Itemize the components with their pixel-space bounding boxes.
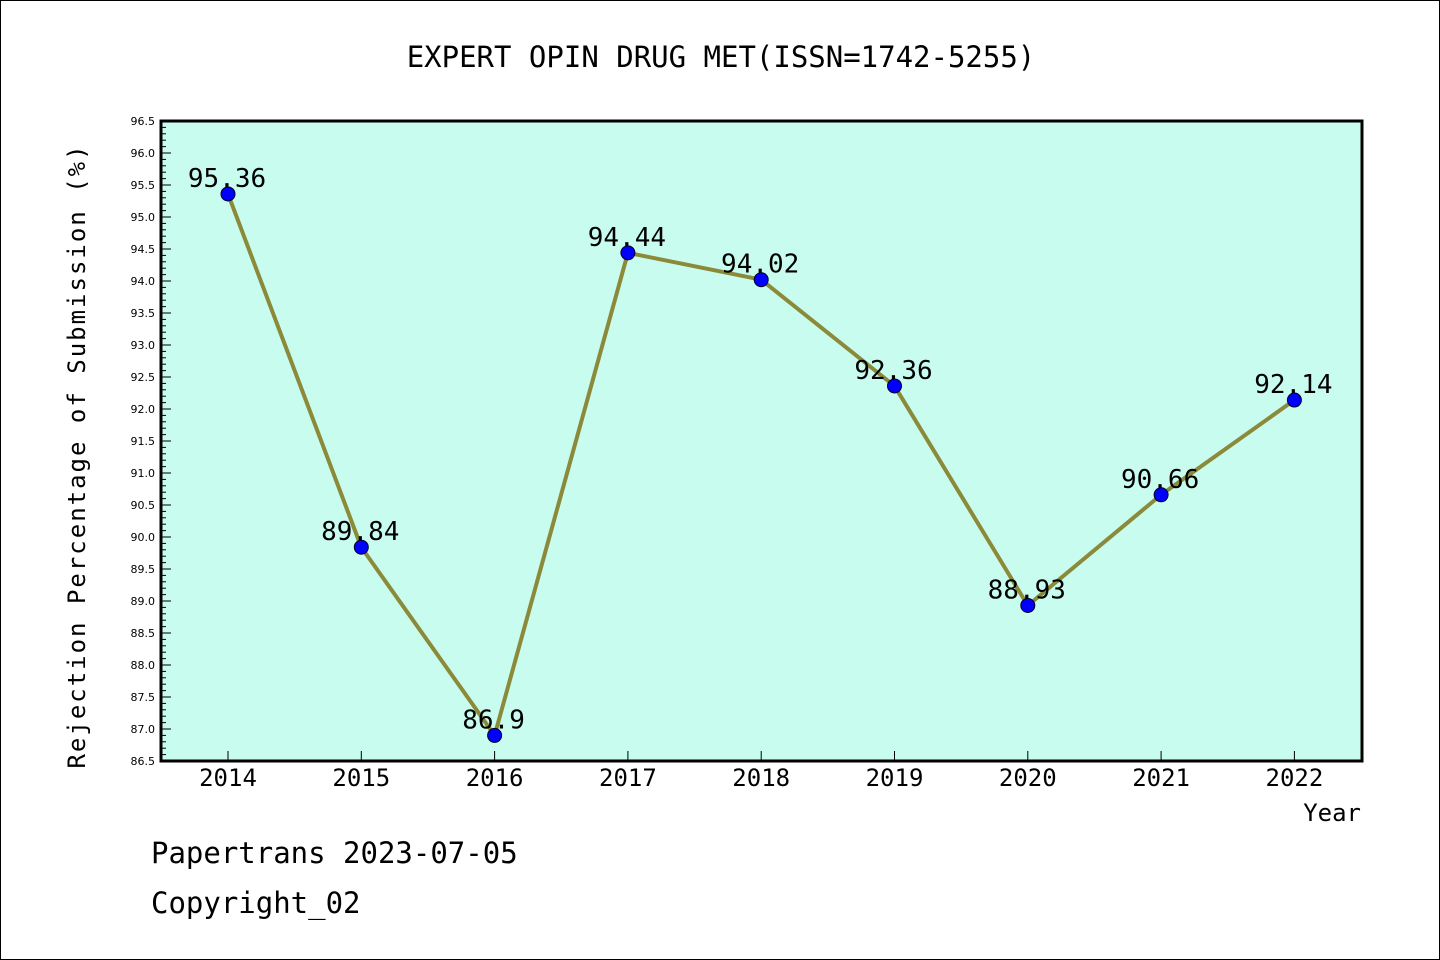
data-label: 92.14	[1254, 370, 1332, 400]
x-tick-label: 2016	[466, 764, 524, 792]
y-tick-label: 91.0	[131, 467, 156, 480]
data-point	[220, 186, 236, 202]
x-axis: 2014 2015 2016 2017 2018 2019 2020 2021 2022	[199, 751, 1323, 792]
data-label: 94.44	[588, 223, 666, 253]
x-tick-label: 2015	[332, 764, 390, 792]
y-tick-label: 95.0	[131, 211, 156, 224]
y-tick-label: 96.0	[131, 147, 156, 160]
y-axis-title: Rejection Percentage of Submission (%)	[63, 143, 91, 768]
x-tick-label: 2021	[1132, 764, 1190, 792]
x-tick-label: 2020	[999, 764, 1057, 792]
footer-copyright: Copyright_02	[151, 886, 361, 920]
y-tick-label: 93.0	[131, 339, 156, 352]
y-tick-label: 92.5	[131, 371, 156, 384]
x-tick-label: 2017	[599, 764, 657, 792]
y-axis: 86.5 87.0 87.5 88.0 88.5 89.0 89.5 90.0 90.5 91.0…	[131, 115, 171, 768]
y-tick-label: 91.5	[131, 435, 156, 448]
data-point	[1020, 597, 1036, 613]
data-label: 88.93	[988, 575, 1066, 605]
y-tick-label: 94.5	[131, 243, 156, 256]
y-tick-label: 88.0	[131, 659, 156, 672]
y-tick-label: 95.5	[131, 179, 156, 192]
chart-title: EXPERT OPIN DRUG MET(ISSN=1742-5255)	[407, 40, 1036, 74]
x-tick-label: 2018	[732, 764, 790, 792]
x-tick-label: 2014	[199, 764, 257, 792]
data-label: 94.02	[721, 250, 799, 280]
y-tick-label: 96.5	[131, 115, 156, 128]
footer-date-stamp: Papertrans 2023-07-05	[151, 836, 518, 870]
data-label: 89.84	[321, 517, 399, 547]
data-label-layer: 95.36 89.84 86.9 94.44 94.02 92.36 88.93 90.66 9…	[188, 164, 1333, 735]
data-label: 86.9	[462, 705, 525, 735]
y-tick-label: 92.0	[131, 403, 156, 416]
x-tick-label: 2019	[866, 764, 924, 792]
y-tick-label: 87.0	[131, 723, 156, 736]
y-tick-label: 90.5	[131, 499, 156, 512]
data-point	[753, 272, 769, 288]
y-tick-label: 87.5	[131, 691, 156, 704]
series-layer	[220, 186, 1302, 743]
y-tick-label: 88.5	[131, 627, 156, 640]
data-point	[487, 727, 503, 743]
y-tick-label: 90.0	[131, 531, 156, 544]
data-point	[887, 378, 902, 394]
data-label: 90.66	[1121, 465, 1199, 495]
data-point	[620, 245, 636, 261]
y-tick-label: 86.5	[131, 755, 156, 768]
data-point	[1286, 392, 1302, 408]
x-tick-label: 2022	[1266, 764, 1324, 792]
data-label: 95.36	[188, 164, 266, 194]
data-point	[353, 539, 369, 555]
plot-area	[159, 119, 1364, 763]
x-axis-title: Year	[1303, 799, 1361, 827]
data-point	[1153, 487, 1169, 503]
data-label: 92.36	[854, 356, 932, 386]
y-tick-label: 93.5	[131, 307, 156, 320]
y-tick-label: 89.5	[131, 563, 156, 576]
y-tick-label: 89.0	[131, 595, 156, 608]
y-tick-label: 94.0	[131, 275, 156, 288]
